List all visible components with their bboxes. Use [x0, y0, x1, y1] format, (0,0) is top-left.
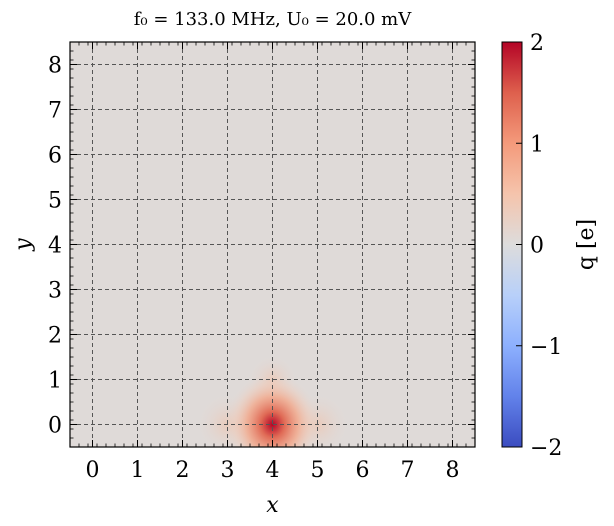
x-tick-label: 6 — [356, 458, 370, 483]
plot-area — [70, 42, 475, 447]
y-tick-label: 3 — [48, 279, 62, 304]
colorbar-ticks: −2 −1 0 1 2 — [516, 31, 562, 461]
y-axis-ticks: 0 1 2 3 4 5 6 7 8 — [48, 41, 475, 448]
colorbar-tick-label: −2 — [530, 436, 562, 461]
colorbar-tick-label: −1 — [530, 335, 562, 360]
chart-title: f₀ = 133.0 MHz, U₀ = 20.0 mV — [134, 9, 412, 30]
x-tick-label: 1 — [131, 458, 145, 483]
y-tick-label: 5 — [48, 189, 62, 214]
x-tick-label: 8 — [446, 458, 460, 483]
colorbar-label: q [e] — [574, 219, 599, 270]
x-tick-label: 0 — [86, 458, 100, 483]
y-tick-label: 1 — [48, 369, 62, 394]
colorbar-tick-label: 2 — [530, 31, 544, 56]
grid-lines — [70, 42, 475, 447]
x-axis-label: x — [266, 493, 279, 518]
y-tick-label: 7 — [48, 99, 62, 124]
y-axis-label: y — [11, 238, 36, 252]
colorbar-tick-label: 1 — [530, 132, 544, 157]
x-tick-label: 3 — [221, 458, 235, 483]
x-tick-label: 7 — [401, 458, 415, 483]
y-tick-label: 0 — [48, 414, 62, 439]
y-tick-label: 4 — [48, 234, 62, 259]
x-tick-label: 4 — [266, 458, 280, 483]
colorbar: −2 −1 0 1 2 q [e] — [501, 31, 599, 461]
x-tick-label: 2 — [176, 458, 190, 483]
x-tick-label: 5 — [311, 458, 325, 483]
y-tick-label: 2 — [48, 324, 62, 349]
x-axis-ticks: 0 1 2 3 4 5 6 7 8 — [69, 42, 476, 483]
colorbar-tick-label: 0 — [530, 234, 544, 259]
y-tick-label: 6 — [48, 144, 62, 169]
y-tick-label: 8 — [48, 54, 62, 79]
